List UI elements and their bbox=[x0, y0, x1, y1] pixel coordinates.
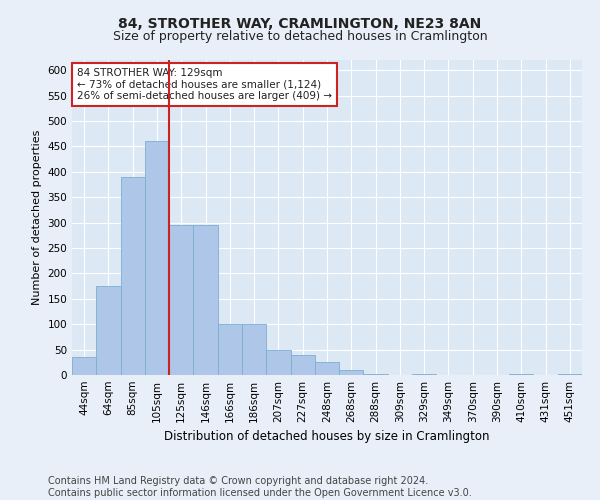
Bar bbox=[364, 374, 388, 375]
Bar bbox=[290, 354, 315, 375]
Text: Size of property relative to detached houses in Cramlington: Size of property relative to detached ho… bbox=[113, 30, 487, 43]
Bar bbox=[242, 324, 266, 375]
Bar bbox=[412, 374, 436, 375]
Bar bbox=[558, 374, 582, 375]
Bar bbox=[193, 225, 218, 375]
Bar bbox=[72, 357, 96, 375]
Bar bbox=[96, 286, 121, 375]
Bar bbox=[218, 324, 242, 375]
Text: 84 STROTHER WAY: 129sqm
← 73% of detached houses are smaller (1,124)
26% of semi: 84 STROTHER WAY: 129sqm ← 73% of detache… bbox=[77, 68, 332, 101]
X-axis label: Distribution of detached houses by size in Cramlington: Distribution of detached houses by size … bbox=[164, 430, 490, 444]
Bar bbox=[509, 374, 533, 375]
Bar bbox=[315, 362, 339, 375]
Bar bbox=[266, 350, 290, 375]
Y-axis label: Number of detached properties: Number of detached properties bbox=[32, 130, 42, 305]
Bar bbox=[339, 370, 364, 375]
Bar bbox=[145, 142, 169, 375]
Text: 84, STROTHER WAY, CRAMLINGTON, NE23 8AN: 84, STROTHER WAY, CRAMLINGTON, NE23 8AN bbox=[118, 18, 482, 32]
Text: Contains HM Land Registry data © Crown copyright and database right 2024.
Contai: Contains HM Land Registry data © Crown c… bbox=[48, 476, 472, 498]
Bar bbox=[121, 177, 145, 375]
Bar bbox=[169, 225, 193, 375]
